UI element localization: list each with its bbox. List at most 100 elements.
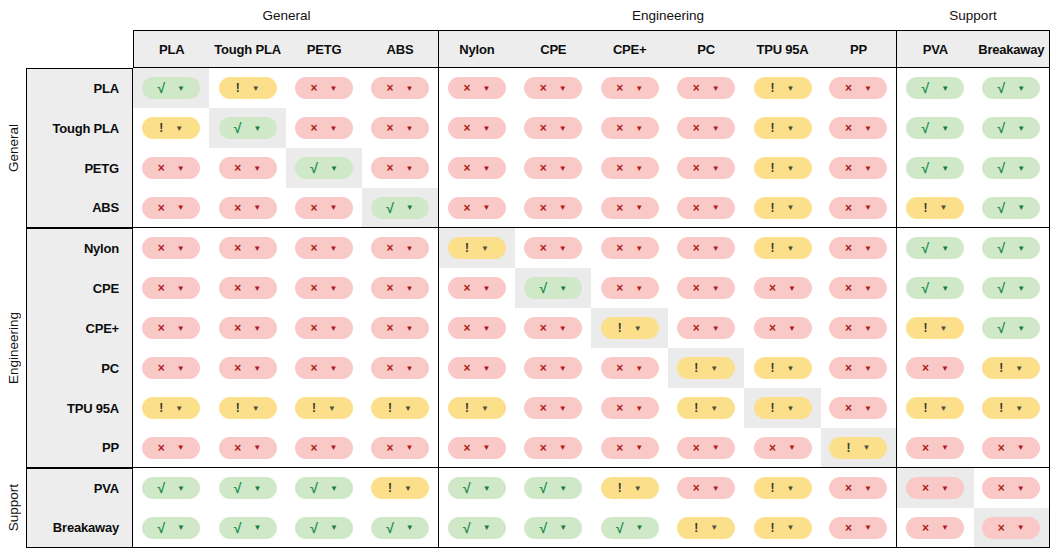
compatibility-dropdown[interactable]: !▼ (906, 317, 964, 339)
compatibility-dropdown[interactable]: ×▼ (295, 437, 353, 459)
compatibility-dropdown[interactable]: ×▼ (601, 117, 659, 139)
compatibility-dropdown[interactable]: !▼ (754, 157, 812, 179)
compatibility-dropdown[interactable]: !▼ (371, 397, 429, 419)
compatibility-dropdown[interactable]: √▼ (982, 277, 1040, 299)
compatibility-dropdown[interactable]: !▼ (677, 517, 735, 539)
compatibility-dropdown[interactable]: ×▼ (601, 197, 659, 219)
compatibility-dropdown[interactable]: ×▼ (677, 477, 735, 499)
compatibility-dropdown[interactable]: √▼ (982, 77, 1040, 99)
compatibility-dropdown[interactable]: ×▼ (142, 157, 200, 179)
compatibility-dropdown[interactable]: ×▼ (906, 517, 964, 539)
compatibility-dropdown[interactable]: ×▼ (982, 437, 1040, 459)
compatibility-dropdown[interactable]: ×▼ (295, 237, 353, 259)
compatibility-dropdown[interactable]: √▼ (982, 197, 1040, 219)
compatibility-dropdown[interactable]: ×▼ (371, 237, 429, 259)
compatibility-dropdown[interactable]: !▼ (906, 397, 964, 419)
compatibility-dropdown[interactable]: !▼ (982, 397, 1040, 419)
compatibility-dropdown[interactable]: √▼ (448, 477, 506, 499)
compatibility-dropdown[interactable]: !▼ (754, 117, 812, 139)
compatibility-dropdown[interactable]: ×▼ (371, 77, 429, 99)
compatibility-dropdown[interactable]: ×▼ (829, 197, 887, 219)
compatibility-dropdown[interactable]: ×▼ (219, 317, 277, 339)
compatibility-dropdown[interactable]: ×▼ (142, 237, 200, 259)
compatibility-dropdown[interactable]: !▼ (371, 477, 429, 499)
compatibility-dropdown[interactable]: ×▼ (448, 197, 506, 219)
compatibility-dropdown[interactable]: ×▼ (219, 237, 277, 259)
compatibility-dropdown[interactable]: ×▼ (601, 157, 659, 179)
compatibility-dropdown[interactable]: ×▼ (982, 517, 1040, 539)
compatibility-dropdown[interactable]: √▼ (906, 77, 964, 99)
compatibility-dropdown[interactable]: ×▼ (524, 237, 582, 259)
compatibility-dropdown[interactable]: !▼ (754, 357, 812, 379)
compatibility-dropdown[interactable]: √▼ (982, 237, 1040, 259)
compatibility-dropdown[interactable]: ×▼ (295, 117, 353, 139)
compatibility-dropdown[interactable]: √▼ (371, 197, 429, 219)
compatibility-dropdown[interactable]: ×▼ (295, 277, 353, 299)
compatibility-dropdown[interactable]: ×▼ (677, 197, 735, 219)
compatibility-dropdown[interactable]: ×▼ (142, 277, 200, 299)
compatibility-dropdown[interactable]: !▼ (601, 317, 659, 339)
compatibility-dropdown[interactable]: ×▼ (829, 157, 887, 179)
compatibility-dropdown[interactable]: !▼ (829, 437, 887, 459)
compatibility-dropdown[interactable]: ×▼ (295, 77, 353, 99)
compatibility-dropdown[interactable]: ×▼ (829, 277, 887, 299)
compatibility-dropdown[interactable]: ×▼ (677, 77, 735, 99)
compatibility-dropdown[interactable]: ×▼ (906, 357, 964, 379)
compatibility-dropdown[interactable]: !▼ (677, 397, 735, 419)
compatibility-dropdown[interactable]: √▼ (295, 157, 353, 179)
compatibility-dropdown[interactable]: ×▼ (677, 437, 735, 459)
compatibility-dropdown[interactable]: ×▼ (524, 197, 582, 219)
compatibility-dropdown[interactable]: √▼ (982, 317, 1040, 339)
compatibility-dropdown[interactable]: ×▼ (829, 357, 887, 379)
compatibility-dropdown[interactable]: ×▼ (448, 77, 506, 99)
compatibility-dropdown[interactable]: !▼ (601, 477, 659, 499)
compatibility-dropdown[interactable]: ×▼ (982, 477, 1040, 499)
compatibility-dropdown[interactable]: ×▼ (219, 437, 277, 459)
compatibility-dropdown[interactable]: √▼ (142, 517, 200, 539)
compatibility-dropdown[interactable]: √▼ (524, 277, 582, 299)
compatibility-dropdown[interactable]: ×▼ (829, 477, 887, 499)
compatibility-dropdown[interactable]: ×▼ (601, 77, 659, 99)
compatibility-dropdown[interactable]: √▼ (219, 117, 277, 139)
compatibility-dropdown[interactable]: ×▼ (829, 77, 887, 99)
compatibility-dropdown[interactable]: ×▼ (677, 317, 735, 339)
compatibility-dropdown[interactable]: ×▼ (142, 437, 200, 459)
compatibility-dropdown[interactable]: √▼ (295, 517, 353, 539)
compatibility-dropdown[interactable]: !▼ (219, 77, 277, 99)
compatibility-dropdown[interactable]: ×▼ (829, 237, 887, 259)
compatibility-dropdown[interactable]: √▼ (906, 117, 964, 139)
compatibility-dropdown[interactable]: !▼ (754, 397, 812, 419)
compatibility-dropdown[interactable]: ×▼ (524, 117, 582, 139)
compatibility-dropdown[interactable]: ×▼ (601, 237, 659, 259)
compatibility-dropdown[interactable]: ×▼ (142, 317, 200, 339)
compatibility-dropdown[interactable]: ×▼ (677, 237, 735, 259)
compatibility-dropdown[interactable]: !▼ (754, 477, 812, 499)
compatibility-dropdown[interactable]: ×▼ (906, 477, 964, 499)
compatibility-dropdown[interactable]: ×▼ (829, 317, 887, 339)
compatibility-dropdown[interactable]: ×▼ (219, 157, 277, 179)
compatibility-dropdown[interactable]: !▼ (906, 197, 964, 219)
compatibility-dropdown[interactable]: ×▼ (524, 437, 582, 459)
compatibility-dropdown[interactable]: ×▼ (601, 437, 659, 459)
compatibility-dropdown[interactable]: √▼ (371, 517, 429, 539)
compatibility-dropdown[interactable]: !▼ (142, 397, 200, 419)
compatibility-dropdown[interactable]: √▼ (906, 157, 964, 179)
compatibility-dropdown[interactable]: ×▼ (371, 157, 429, 179)
compatibility-dropdown[interactable]: ×▼ (142, 197, 200, 219)
compatibility-dropdown[interactable]: ×▼ (829, 397, 887, 419)
compatibility-dropdown[interactable]: ×▼ (524, 317, 582, 339)
compatibility-dropdown[interactable]: ×▼ (219, 277, 277, 299)
compatibility-dropdown[interactable]: ×▼ (371, 317, 429, 339)
compatibility-dropdown[interactable]: !▼ (448, 237, 506, 259)
compatibility-dropdown[interactable]: ×▼ (371, 277, 429, 299)
compatibility-dropdown[interactable]: ×▼ (448, 117, 506, 139)
compatibility-dropdown[interactable]: √▼ (219, 477, 277, 499)
compatibility-dropdown[interactable]: ×▼ (448, 437, 506, 459)
compatibility-dropdown[interactable]: ×▼ (371, 357, 429, 379)
compatibility-dropdown[interactable]: ×▼ (448, 157, 506, 179)
compatibility-dropdown[interactable]: ×▼ (295, 197, 353, 219)
compatibility-dropdown[interactable]: ×▼ (448, 317, 506, 339)
compatibility-dropdown[interactable]: √▼ (142, 477, 200, 499)
compatibility-dropdown[interactable]: √▼ (524, 517, 582, 539)
compatibility-dropdown[interactable]: ×▼ (295, 317, 353, 339)
